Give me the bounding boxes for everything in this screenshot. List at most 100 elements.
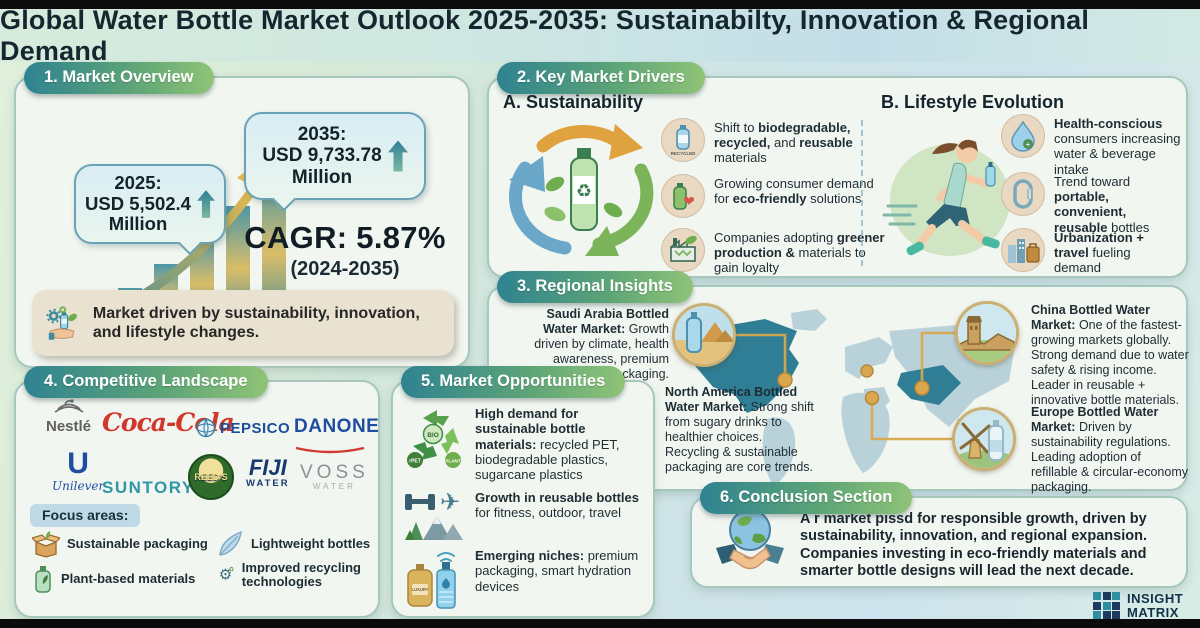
china-icon xyxy=(955,301,1019,365)
svg-text:BIO: BIO xyxy=(427,432,439,439)
opportunity-text: High demand for sustainable bottle mater… xyxy=(475,406,620,483)
svg-text:❤: ❤ xyxy=(683,193,695,209)
city-travel-icon xyxy=(1001,228,1045,272)
plant-bottle-icon xyxy=(35,566,51,593)
cagr-period: (2024-2035) xyxy=(290,258,400,280)
up-arrow-icon xyxy=(196,190,215,218)
danone-swoosh xyxy=(295,446,365,454)
key-drivers-header: 2. Key Market Drivers xyxy=(497,62,705,94)
insight-matrix-logo: INSIGHT MATRIX xyxy=(1093,591,1184,620)
bubble-2025-year: 2025: xyxy=(114,171,162,193)
europe-icon xyxy=(952,407,1016,471)
opportunity-item: LUXURY Emerging niches: premium packagin… xyxy=(403,546,647,612)
cagr-block: CAGR: 5.87% (2024-2035) xyxy=(242,220,448,281)
cagr-value: CAGR: 5.87% xyxy=(244,220,446,255)
svg-text:✈: ✈ xyxy=(440,489,460,516)
top-black-band xyxy=(0,0,1200,9)
driver-item-text: Trend toward portable, convenient, reusa… xyxy=(1054,174,1150,235)
focus-item: Lightweight bottles xyxy=(216,530,378,558)
market-opportunities-header: 5. Market Opportunities xyxy=(401,366,626,398)
svg-text:⚙: ⚙ xyxy=(219,568,232,584)
europe-text: Europe Bottled Water Market: Driven by s… xyxy=(1031,405,1189,494)
value-bubble-2035: 2035: USD 9,733.78 Million xyxy=(244,112,426,212)
market-opportunities-panel: 5. Market Opportunities BIO rPET PLANT H… xyxy=(391,366,655,618)
fitness-outdoor-travel-icon: ✈ xyxy=(403,488,465,544)
regional-insights-header: 3. Regional Insights xyxy=(497,271,693,303)
recycle-gear-icon: ⚙ ♻ xyxy=(219,567,235,584)
conclusion-panel: 6. Conclusion Section A r market pissd f… xyxy=(690,482,1188,588)
suntory-logo: SUNTORY xyxy=(102,478,195,497)
key-drivers-panel: 2. Key Market Drivers A. Sustainability … xyxy=(487,62,1188,278)
driver-item: ❤ Growing consumer demand for eco-friend… xyxy=(661,174,881,218)
svg-text:PLANT: PLANT xyxy=(445,459,461,464)
focus-item: Plant-based materials xyxy=(32,564,212,594)
recycle-cycle-illustration: ♻ xyxy=(509,124,654,256)
focus-item: Sustainable packaging xyxy=(32,530,212,558)
opportunity-text: Growth in reusable bottles for fitness, … xyxy=(475,490,639,521)
market-driver-text: Market driven by sustainability, innovat… xyxy=(92,304,420,341)
danone-logo: DANONE xyxy=(294,416,379,460)
page-title: Global Water Bottle Market Outlook 2025-… xyxy=(0,4,1090,66)
globe-handshake-icon xyxy=(716,509,784,570)
voss-water-logo: VOSS WATER xyxy=(300,462,369,492)
opportunity-item: BIO rPET PLANT High demand for sustainab… xyxy=(403,404,647,483)
opportunity-text: Emerging niches: premium packaging, smar… xyxy=(475,548,639,594)
driver-item: Companies adopting greener production & … xyxy=(661,228,887,276)
unilever-logo: U Unilever xyxy=(52,447,105,493)
sustainability-subhead: A. Sustainability xyxy=(503,92,644,112)
driver-item-text: Growing consumer demand for eco-friendly… xyxy=(714,176,874,207)
saudi-arabia-icon xyxy=(672,303,736,367)
focus-areas-label: Focus areas: xyxy=(30,504,141,527)
north-america-text: North America Bottled Water Market: Stro… xyxy=(665,385,814,474)
driver-item-text: Shift to biodegradable, recycled, and re… xyxy=(714,120,853,166)
bubble-2025-unit: Million xyxy=(108,213,168,235)
lifestyle-subhead: B. Lifestyle Evolution xyxy=(881,92,1065,112)
value-bubble-2025: 2025: USD 5,502.4 Million xyxy=(74,164,226,256)
title-bar: Global Water Bottle Market Outlook 2025-… xyxy=(0,5,1200,66)
svg-text:+: + xyxy=(1026,140,1031,149)
china-text: China Bottled Water Market: One of the f… xyxy=(1031,303,1189,407)
carabiner-icon xyxy=(1001,172,1045,216)
driver-item: + Health-conscious consumers increasing … xyxy=(1001,114,1181,177)
nestle-bird-icon xyxy=(54,399,83,413)
driver-item-text: Urbanization + travel fueling demand xyxy=(1054,230,1144,276)
bubble-2025-value: USD 5,502.4 xyxy=(85,192,191,214)
bottom-black-band xyxy=(0,619,1200,628)
pepsico-logo: PEPSICO xyxy=(196,418,290,438)
driver-item: Urbanization + travel fueling demand xyxy=(1001,228,1181,276)
driver-item: RECYCLED Shift to biodegradable, recycle… xyxy=(661,118,881,166)
section-divider xyxy=(861,120,863,266)
recycled-bottle-icon: RECYCLED xyxy=(661,118,705,162)
fiji-water-logo: FIJI WATER xyxy=(246,455,290,489)
svg-text:RECYCLED: RECYCLED xyxy=(671,151,697,156)
reeds-logo: REED'S xyxy=(188,454,234,500)
driver-item: Trend toward portable, convenient, reusa… xyxy=(1001,172,1181,235)
driver-item-text: Companies adopting greener production & … xyxy=(714,230,885,276)
competitive-landscape-panel: 4. Competitive Landscape Nestlé Coca-Col… xyxy=(14,366,380,618)
green-factory-icon xyxy=(661,228,705,272)
market-overview-panel: 1. Market Overview 2025: USD 5,502.4 Mil… xyxy=(14,62,470,368)
nestle-logo: Nestlé xyxy=(46,396,91,435)
brand-line2: MATRIX xyxy=(1127,604,1179,620)
svg-text:rPET: rPET xyxy=(409,459,421,465)
hand-bottle-gears-icon xyxy=(46,306,77,340)
brand-line1: INSIGHT xyxy=(1127,591,1184,606)
feather-icon xyxy=(219,530,242,556)
competitive-landscape-header: 4. Competitive Landscape xyxy=(24,366,268,398)
svg-text:♻: ♻ xyxy=(576,181,592,201)
pepsico-globe-icon xyxy=(196,418,216,438)
conclusion-text: A r market pissd for responsible growth,… xyxy=(800,511,1147,580)
market-overview-header: 1. Market Overview xyxy=(24,62,214,94)
eco-bottle-heart-icon: ❤ xyxy=(661,174,705,218)
matrix-grid-icon xyxy=(1093,592,1120,620)
box-plant-icon xyxy=(32,531,60,558)
conclusion-header: 6. Conclusion Section xyxy=(700,482,913,514)
opportunity-item: ✈ Growth in reusable bottles for fitness… xyxy=(403,488,647,544)
bio-recycle-icon: BIO rPET PLANT xyxy=(403,404,465,483)
svg-text:LUXURY: LUXURY xyxy=(411,587,428,592)
svg-text:♻: ♻ xyxy=(228,567,234,574)
bubble-2035-value: USD 9,733.78 xyxy=(262,145,382,167)
premium-smart-bottle-icon: LUXURY xyxy=(403,546,465,612)
bubble-2035-unit: Million xyxy=(291,166,353,188)
bubble-2035-year: 2035: xyxy=(297,124,347,146)
